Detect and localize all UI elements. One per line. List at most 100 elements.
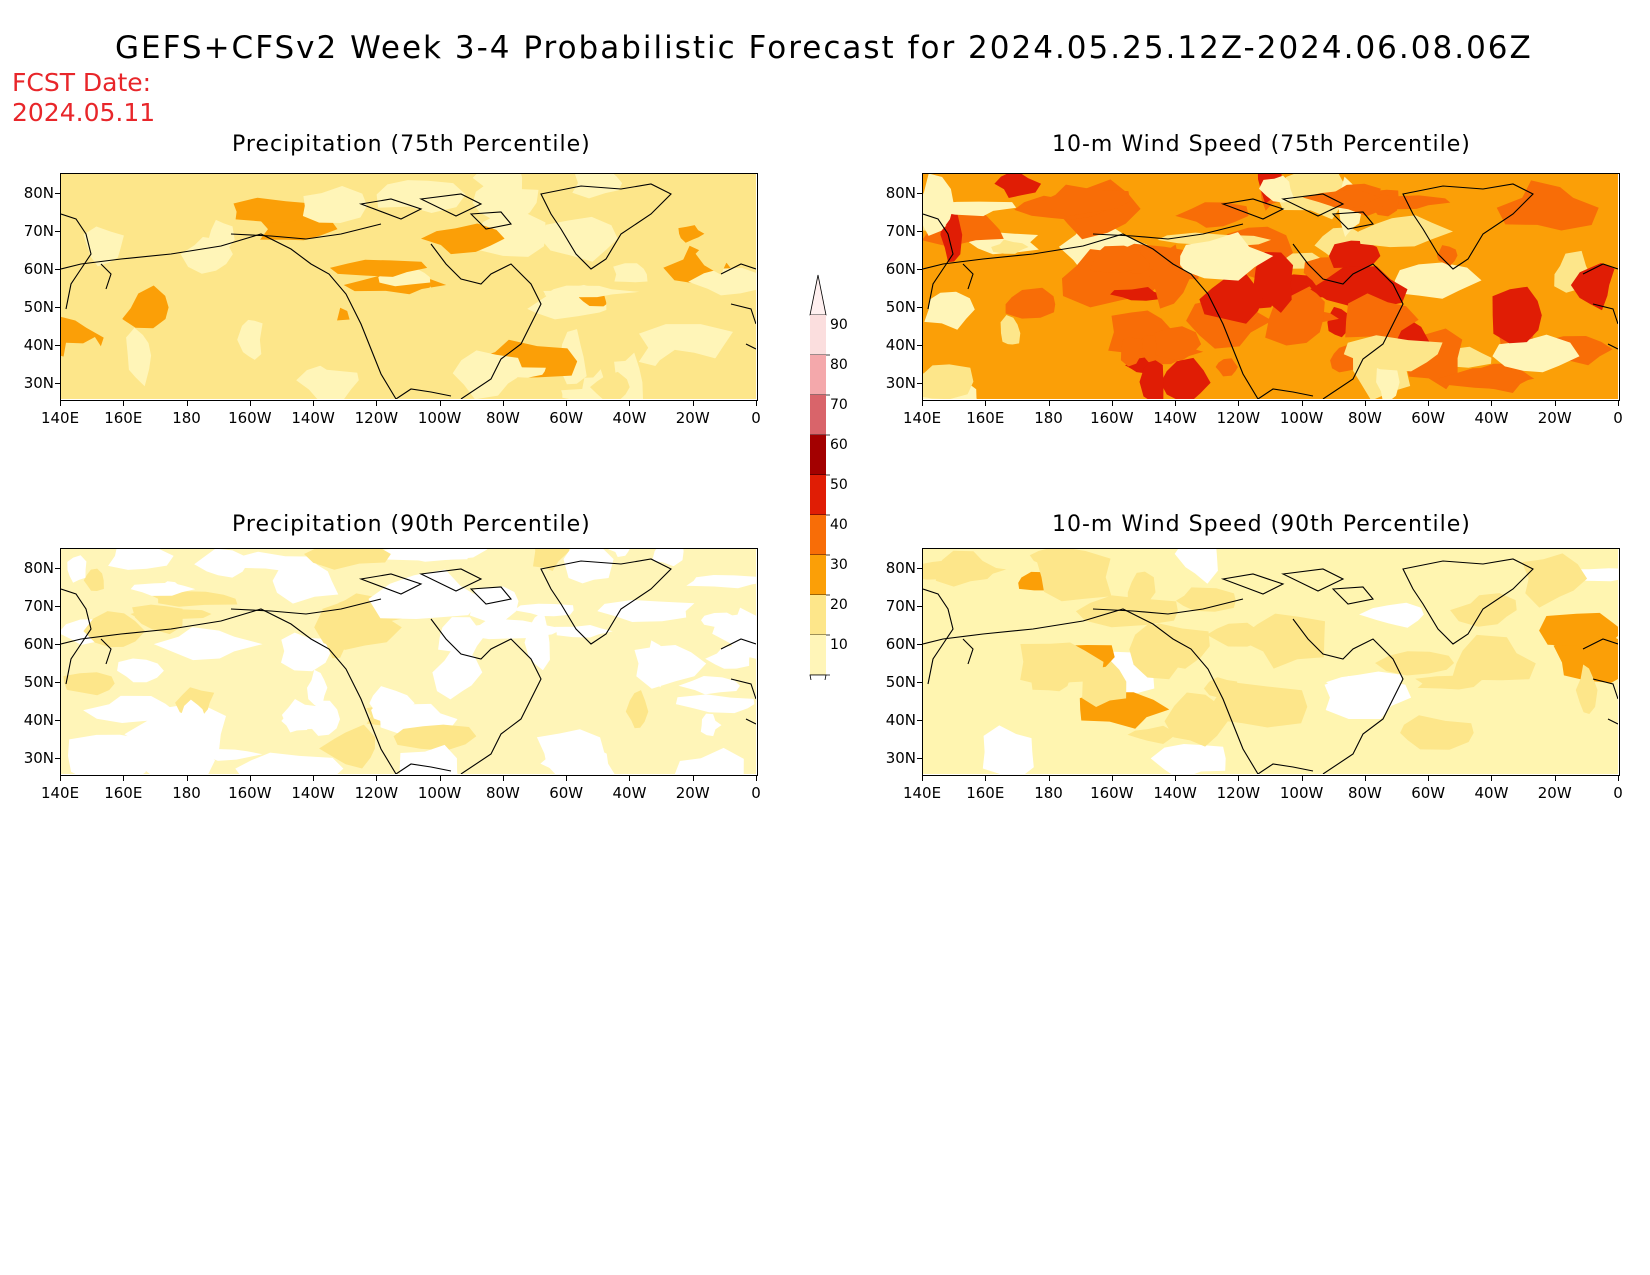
lon-label: 140W <box>291 409 335 427</box>
figure-title: GEFS+CFSv2 Week 3-4 Probabilistic Foreca… <box>115 30 1533 66</box>
lon-label: 0 <box>1613 784 1623 802</box>
lon-label: 0 <box>1613 409 1623 427</box>
lat-label: 30N <box>23 749 54 767</box>
panel-title-precip-75: Precipitation (75th Percentile) <box>232 132 591 157</box>
lat-label: 70N <box>23 222 54 240</box>
lon-label: 60W <box>549 409 584 427</box>
lon-label: 120W <box>354 409 399 427</box>
colorbar-swatch <box>810 475 826 515</box>
lon-label: 140W <box>291 784 335 802</box>
lon-label: 40W <box>1474 409 1509 427</box>
lon-label: 100W <box>1279 409 1324 427</box>
lon-label: 40W <box>612 409 647 427</box>
lat-label: 30N <box>23 374 54 392</box>
colorbar-label: 90 <box>830 317 848 333</box>
colorbar-label: 20 <box>830 597 848 613</box>
lon-label: 100W <box>417 409 462 427</box>
lon-label: 140W <box>1153 409 1197 427</box>
lat-label: 50N <box>23 673 54 691</box>
panel-title-wind-75: 10-m Wind Speed (75th Percentile) <box>1052 132 1471 157</box>
map-field <box>61 174 756 399</box>
panel-title-wind-90: 10-m Wind Speed (90th Percentile) <box>1052 512 1471 537</box>
forecast-date-label: FCST Date: 2024.05.11 <box>12 68 155 128</box>
lat-label: 40N <box>885 336 916 354</box>
lon-label: 120W <box>1216 409 1261 427</box>
lat-label: 60N <box>885 260 916 278</box>
lon-label: 0 <box>751 784 761 802</box>
lon-label: 100W <box>417 784 462 802</box>
lon-label: 160E <box>104 409 143 427</box>
lon-label: 160E <box>966 409 1005 427</box>
colorbar-swatch <box>810 395 826 435</box>
lon-label: 160W <box>1090 784 1134 802</box>
colorbar-swatch <box>810 515 826 555</box>
map-precip-90 <box>60 548 758 776</box>
lon-label: 80W <box>1347 784 1382 802</box>
colorbar-swatch <box>810 635 826 675</box>
panel-title-precip-90: Precipitation (90th Percentile) <box>232 512 591 537</box>
lon-label: 180 <box>1034 784 1063 802</box>
lon-label: 140E <box>902 784 942 802</box>
lon-label: 20W <box>1537 784 1572 802</box>
lon-label: 120W <box>1216 784 1261 802</box>
lon-label: 160E <box>966 784 1005 802</box>
colorbar-label: 30 <box>830 557 848 573</box>
colorbar-label: 70 <box>830 397 848 413</box>
lat-label: 80N <box>23 559 54 577</box>
map-precip-75 <box>60 173 758 401</box>
lat-label: 60N <box>885 635 916 653</box>
colorbar-swatch <box>810 435 826 475</box>
lat-label: 70N <box>885 597 916 615</box>
forecast-date-value: 2024.05.11 <box>12 98 156 127</box>
lon-label: 60W <box>1411 409 1446 427</box>
lon-label: 160W <box>1090 409 1134 427</box>
lat-label: 50N <box>885 673 916 691</box>
map-wind-90 <box>922 548 1620 776</box>
lon-label: 140E <box>40 409 80 427</box>
lat-label: 80N <box>23 184 54 202</box>
lat-label: 70N <box>885 222 916 240</box>
colorbar-label: 50 <box>830 477 848 493</box>
lon-label: 80W <box>485 784 520 802</box>
colorbar-swatch <box>810 555 826 595</box>
lon-label: 20W <box>675 409 710 427</box>
lat-label: 70N <box>23 597 54 615</box>
lon-label: 0 <box>751 409 761 427</box>
lon-label: 140W <box>1153 784 1197 802</box>
map-field <box>923 174 1618 399</box>
colorbar-label: 40 <box>830 517 848 533</box>
lon-label: 60W <box>1411 784 1446 802</box>
lon-label: 80W <box>1347 409 1382 427</box>
lat-label: 40N <box>885 711 916 729</box>
lat-label: 50N <box>23 298 54 316</box>
lon-label: 180 <box>172 784 201 802</box>
lat-label: 80N <box>885 184 916 202</box>
lat-label: 40N <box>23 711 54 729</box>
map-field <box>923 549 1618 774</box>
lat-label: 60N <box>23 635 54 653</box>
colorbar-label: 80 <box>830 357 848 373</box>
lon-label: 80W <box>485 409 520 427</box>
colorbar-label: 10 <box>830 637 848 653</box>
colorbar-label: 60 <box>830 437 848 453</box>
colorbar <box>809 274 830 680</box>
lon-label: 160W <box>228 784 272 802</box>
lat-label: 30N <box>885 374 916 392</box>
lon-label: 20W <box>675 784 710 802</box>
forecast-date-caption: FCST Date: <box>12 68 152 97</box>
map-wind-75 <box>922 173 1620 401</box>
lon-label: 140E <box>40 784 80 802</box>
lat-label: 80N <box>885 559 916 577</box>
colorbar-swatch <box>810 315 826 355</box>
lon-label: 60W <box>549 784 584 802</box>
lat-label: 30N <box>885 749 916 767</box>
lon-label: 40W <box>1474 784 1509 802</box>
lon-label: 180 <box>1034 409 1063 427</box>
colorbar-swatch <box>810 355 826 395</box>
lon-label: 20W <box>1537 409 1572 427</box>
lon-label: 120W <box>354 784 399 802</box>
lon-label: 140E <box>902 409 942 427</box>
lat-label: 50N <box>885 298 916 316</box>
map-field <box>61 549 756 774</box>
lon-label: 100W <box>1279 784 1324 802</box>
